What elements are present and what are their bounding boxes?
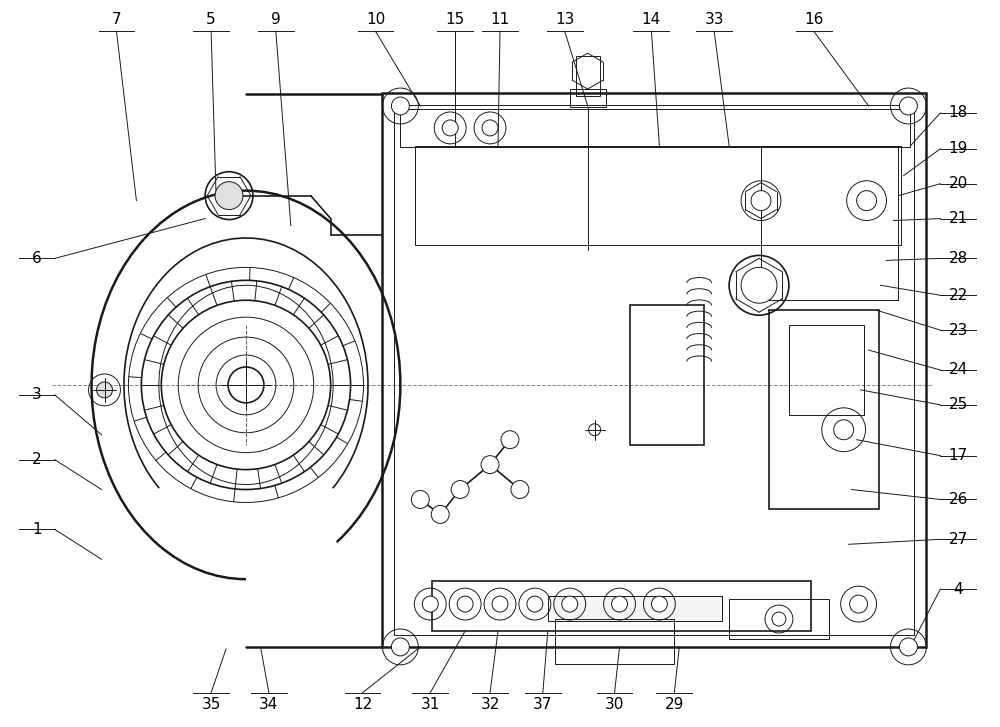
- Circle shape: [651, 596, 667, 612]
- Bar: [382, 93, 926, 647]
- Text: 11: 11: [490, 12, 510, 27]
- Bar: [630, 305, 704, 445]
- Text: 7: 7: [112, 12, 121, 27]
- Circle shape: [482, 120, 498, 136]
- Bar: [400, 109, 910, 147]
- Circle shape: [612, 596, 628, 612]
- Text: 25: 25: [949, 398, 968, 412]
- Circle shape: [215, 182, 243, 209]
- Circle shape: [899, 638, 917, 656]
- Bar: [769, 310, 879, 510]
- Text: 32: 32: [480, 697, 500, 712]
- Circle shape: [391, 638, 409, 656]
- Circle shape: [391, 97, 409, 115]
- Circle shape: [751, 190, 771, 211]
- Text: 18: 18: [949, 105, 968, 121]
- Text: 35: 35: [201, 697, 221, 712]
- Bar: [432, 581, 811, 631]
- Text: 12: 12: [353, 697, 372, 712]
- Text: 15: 15: [446, 12, 465, 27]
- Text: 19: 19: [949, 141, 968, 156]
- Text: 24: 24: [949, 363, 968, 377]
- Text: 23: 23: [949, 323, 968, 337]
- Circle shape: [442, 120, 458, 136]
- Bar: [415, 146, 901, 246]
- Bar: [789, 325, 864, 415]
- Circle shape: [511, 481, 529, 499]
- Bar: [555, 619, 674, 664]
- Circle shape: [772, 612, 786, 626]
- Circle shape: [457, 596, 473, 612]
- Circle shape: [481, 456, 499, 473]
- Circle shape: [834, 419, 854, 440]
- Text: 13: 13: [555, 12, 574, 27]
- Text: 3: 3: [32, 387, 42, 402]
- Circle shape: [741, 268, 777, 303]
- Bar: [576, 56, 600, 96]
- Text: 5: 5: [206, 12, 216, 27]
- Text: 20: 20: [949, 176, 968, 191]
- Bar: [570, 89, 606, 107]
- Circle shape: [527, 596, 543, 612]
- Text: 34: 34: [259, 697, 279, 712]
- Text: 22: 22: [949, 288, 968, 302]
- Text: 21: 21: [949, 211, 968, 226]
- Text: 37: 37: [533, 697, 553, 712]
- Text: 4: 4: [953, 582, 963, 597]
- Circle shape: [850, 595, 868, 613]
- Circle shape: [899, 97, 917, 115]
- Text: 33: 33: [704, 12, 724, 27]
- Text: 28: 28: [949, 251, 968, 266]
- Circle shape: [431, 505, 449, 523]
- Circle shape: [422, 596, 438, 612]
- Text: 17: 17: [949, 448, 968, 463]
- Text: 1: 1: [32, 522, 42, 537]
- Circle shape: [492, 596, 508, 612]
- Circle shape: [97, 382, 112, 398]
- Circle shape: [451, 481, 469, 499]
- Text: 2: 2: [32, 452, 42, 467]
- Circle shape: [501, 430, 519, 449]
- Text: 27: 27: [949, 532, 968, 547]
- Bar: [394, 105, 914, 635]
- Text: 16: 16: [804, 12, 823, 27]
- Text: 6: 6: [32, 251, 42, 266]
- Text: 29: 29: [665, 697, 684, 712]
- Text: 31: 31: [421, 697, 440, 712]
- Circle shape: [857, 190, 877, 211]
- Bar: [729, 599, 829, 639]
- Text: 10: 10: [366, 12, 385, 27]
- Text: 30: 30: [605, 697, 624, 712]
- Text: 9: 9: [271, 12, 281, 27]
- Bar: [548, 596, 722, 621]
- Circle shape: [411, 491, 429, 508]
- Text: 14: 14: [642, 12, 661, 27]
- Text: 26: 26: [949, 492, 968, 507]
- Circle shape: [562, 596, 578, 612]
